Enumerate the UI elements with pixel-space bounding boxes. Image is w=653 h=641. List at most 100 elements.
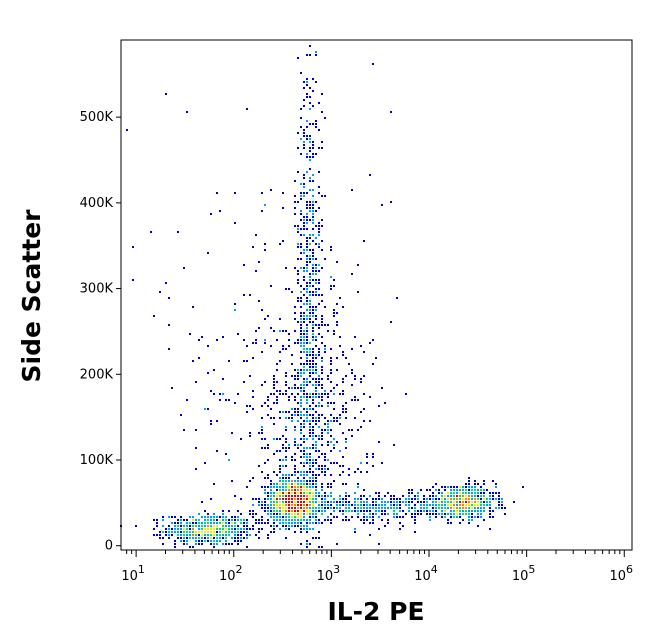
event-dot	[192, 516, 194, 518]
event-dot	[306, 126, 308, 128]
event-dot	[294, 519, 296, 521]
event-dot	[309, 312, 311, 314]
event-dot	[315, 279, 317, 281]
event-dot	[351, 189, 353, 191]
event-dot	[297, 501, 299, 503]
event-dot	[336, 357, 338, 359]
event-dot	[396, 504, 398, 506]
event-dot	[315, 384, 317, 386]
event-dot	[276, 513, 278, 515]
event-dot	[267, 315, 269, 317]
event-dot	[303, 234, 305, 236]
event-dot	[303, 465, 305, 467]
event-dot	[312, 339, 314, 341]
event-dot	[321, 93, 323, 95]
event-dot	[300, 525, 302, 527]
event-dot	[330, 429, 332, 431]
event-dot	[360, 378, 362, 380]
event-dot	[297, 297, 299, 299]
event-dot	[255, 534, 257, 536]
event-dot	[444, 516, 446, 518]
event-dot	[315, 243, 317, 245]
event-dot	[279, 492, 281, 494]
event-dot	[309, 348, 311, 350]
event-dot	[270, 486, 272, 488]
event-dot	[393, 507, 395, 509]
event-dot	[333, 285, 335, 287]
event-dot	[246, 534, 248, 536]
event-dot	[462, 510, 464, 512]
event-dot	[195, 525, 197, 527]
event-dot	[321, 435, 323, 437]
event-dot	[288, 483, 290, 485]
event-dot	[297, 273, 299, 275]
event-dot	[195, 381, 197, 383]
event-dot	[357, 507, 359, 509]
event-dot	[306, 333, 308, 335]
event-dot	[318, 186, 320, 188]
event-dot	[315, 513, 317, 515]
event-dot	[369, 516, 371, 518]
event-dot	[459, 495, 461, 497]
event-dot	[312, 315, 314, 317]
event-dot	[165, 528, 167, 530]
event-dot	[279, 417, 281, 419]
event-dot	[315, 267, 317, 269]
event-dot	[312, 366, 314, 368]
event-dot	[279, 468, 281, 470]
event-dot	[306, 528, 308, 530]
event-dot	[270, 516, 272, 518]
event-dot	[447, 522, 449, 524]
event-dot	[213, 393, 215, 395]
event-dot	[222, 519, 224, 521]
event-dot	[339, 474, 341, 476]
event-dot	[303, 423, 305, 425]
event-dot	[312, 309, 314, 311]
event-dot	[336, 504, 338, 506]
event-dot	[300, 510, 302, 512]
event-dot	[306, 336, 308, 338]
event-dot	[357, 510, 359, 512]
event-dot	[426, 513, 428, 515]
event-dot	[306, 399, 308, 401]
event-dot	[471, 510, 473, 512]
event-dot	[462, 504, 464, 506]
event-dot	[312, 516, 314, 518]
event-dot	[375, 513, 377, 515]
event-dot	[213, 528, 215, 530]
event-dot	[243, 525, 245, 527]
event-dot	[342, 510, 344, 512]
event-dot	[480, 486, 482, 488]
event-dot	[219, 519, 221, 521]
event-dot	[285, 474, 287, 476]
event-dot	[318, 405, 320, 407]
event-dot	[444, 507, 446, 509]
event-dot	[213, 519, 215, 521]
event-dot	[342, 504, 344, 506]
event-dot	[369, 510, 371, 512]
event-dot	[330, 522, 332, 524]
event-dot	[303, 270, 305, 272]
event-dot	[432, 498, 434, 500]
event-dot	[228, 459, 230, 461]
event-dot	[324, 258, 326, 260]
event-dot	[363, 510, 365, 512]
event-dot	[270, 327, 272, 329]
event-dot	[312, 507, 314, 509]
event-dot	[306, 510, 308, 512]
event-dot	[315, 522, 317, 524]
event-dot	[336, 303, 338, 305]
event-dot	[300, 333, 302, 335]
event-dot	[315, 519, 317, 521]
event-dot	[285, 537, 287, 539]
event-dot	[252, 357, 254, 359]
event-dot	[210, 531, 212, 533]
event-dot	[330, 504, 332, 506]
event-dot	[309, 318, 311, 320]
event-dot	[321, 507, 323, 509]
event-dot	[432, 513, 434, 515]
event-dot	[213, 531, 215, 533]
event-dot	[306, 498, 308, 500]
event-dot	[264, 462, 266, 464]
event-dot	[351, 372, 353, 374]
